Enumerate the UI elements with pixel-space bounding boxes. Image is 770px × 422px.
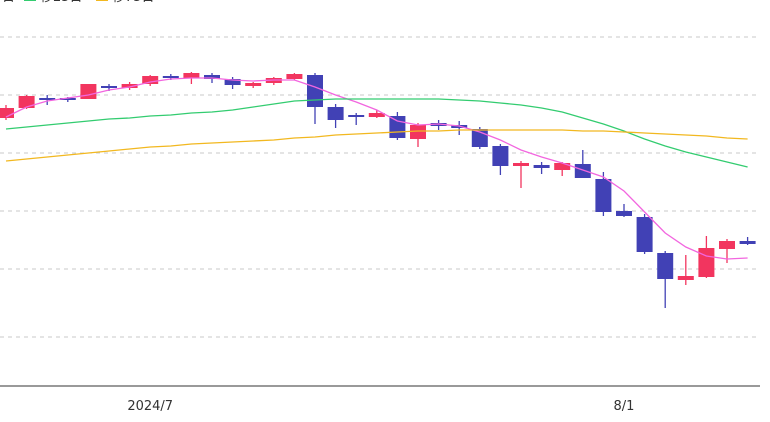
candle-body <box>162 76 179 78</box>
candle-body <box>121 84 138 88</box>
candle-body <box>739 241 756 244</box>
ma-line <box>5 77 748 260</box>
candle-body <box>39 98 56 100</box>
candle-body <box>719 241 735 249</box>
candle-body <box>101 86 117 88</box>
candle-body <box>0 108 14 118</box>
candle-body <box>636 217 653 252</box>
candle-body <box>80 84 97 99</box>
candle-body <box>533 165 550 168</box>
x-tick-label: 8/1 <box>614 399 635 414</box>
candle-body <box>698 248 715 277</box>
candle-body <box>574 164 591 178</box>
candle-body <box>307 75 323 107</box>
candle-body <box>183 73 200 78</box>
candle-body <box>142 76 159 84</box>
candle-body <box>59 98 76 100</box>
candle-body <box>245 83 262 86</box>
candle-body <box>327 107 344 120</box>
ma-line <box>5 129 748 162</box>
legend-label: 日 <box>2 0 15 5</box>
x-tick-label: 2024/7 <box>127 399 173 414</box>
candle-body <box>677 276 694 280</box>
legend-label: 移25日 <box>40 0 83 5</box>
candle-body <box>368 113 385 117</box>
candle-body <box>616 211 632 216</box>
candle-body <box>18 96 35 108</box>
candle-body <box>657 253 674 279</box>
ma-line <box>5 98 748 168</box>
candle-body <box>204 75 220 79</box>
candle-body <box>348 115 365 117</box>
candle-body <box>286 74 303 79</box>
candle-body <box>492 146 509 166</box>
candle-body <box>595 179 612 212</box>
candle-body <box>513 163 529 166</box>
candle-body <box>224 79 241 85</box>
candle-body <box>410 125 426 139</box>
legend-label: 移75日 <box>112 0 155 5</box>
candle-body <box>554 163 571 170</box>
candle-body <box>389 116 406 138</box>
